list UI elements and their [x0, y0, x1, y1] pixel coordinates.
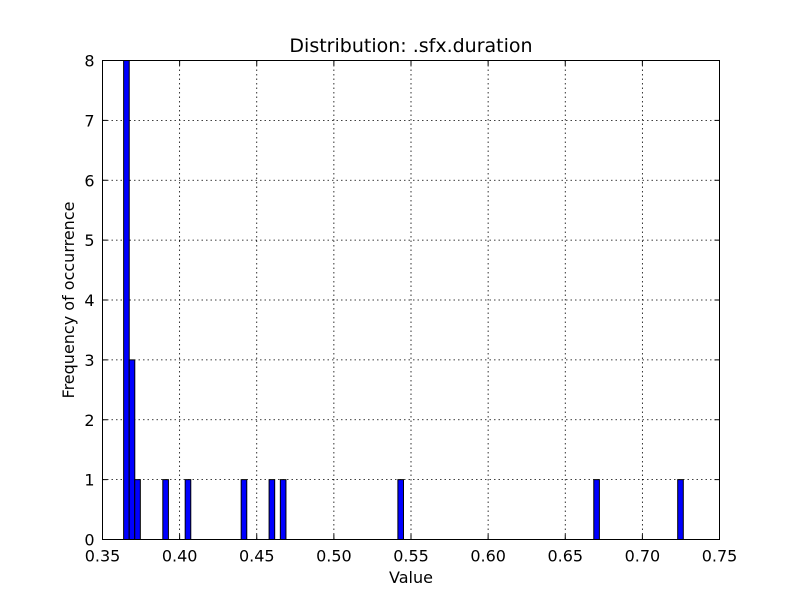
histogram-bar — [268, 479, 276, 540]
y-tick-label: 1 — [84, 471, 94, 490]
histogram-bar — [162, 479, 169, 540]
y-axis-label: Frequency of occurrence — [59, 202, 78, 399]
histogram-bar — [279, 479, 287, 540]
histogram-bar — [134, 479, 141, 540]
x-tick-label: 0.50 — [316, 547, 352, 566]
x-tick-label: 0.65 — [547, 547, 583, 566]
ticks-layer: 0.35 0.40 0.45 0.50 0.55 0.60 0.65 0.70 0.75 0 1 2 3… — [84, 52, 737, 566]
y-tick-label: 7 — [84, 111, 94, 130]
histogram-bar — [397, 479, 404, 540]
x-tick-label: 0.45 — [239, 547, 275, 566]
x-tick-label: 0.40 — [162, 547, 198, 566]
histogram-bar — [184, 479, 192, 540]
x-tick-label: 0.60 — [470, 547, 506, 566]
y-tick-label: 6 — [84, 171, 94, 190]
histogram-bar — [240, 479, 248, 540]
y-tick-label: 8 — [84, 52, 94, 71]
chart-title: Distribution: .sfx.duration — [289, 35, 532, 57]
y-tick-label: 3 — [84, 351, 94, 370]
x-tick-label: 0.75 — [702, 547, 738, 566]
x-tick-label: 0.35 — [85, 547, 121, 566]
y-tick-label: 4 — [84, 291, 94, 310]
x-tick-label: 0.70 — [625, 547, 661, 566]
bars-layer — [123, 60, 684, 540]
histogram-bar — [123, 60, 130, 540]
x-axis-label: Value — [389, 568, 433, 587]
histogram-bar — [593, 479, 600, 540]
y-tick-label: 5 — [84, 231, 94, 250]
y-tick-label: 2 — [84, 411, 94, 430]
x-tick-label: 0.55 — [393, 547, 429, 566]
histogram-bar — [677, 479, 684, 540]
y-tick-label: 0 — [84, 531, 94, 550]
histogram-bar — [128, 359, 136, 540]
grid-layer — [102, 60, 720, 540]
